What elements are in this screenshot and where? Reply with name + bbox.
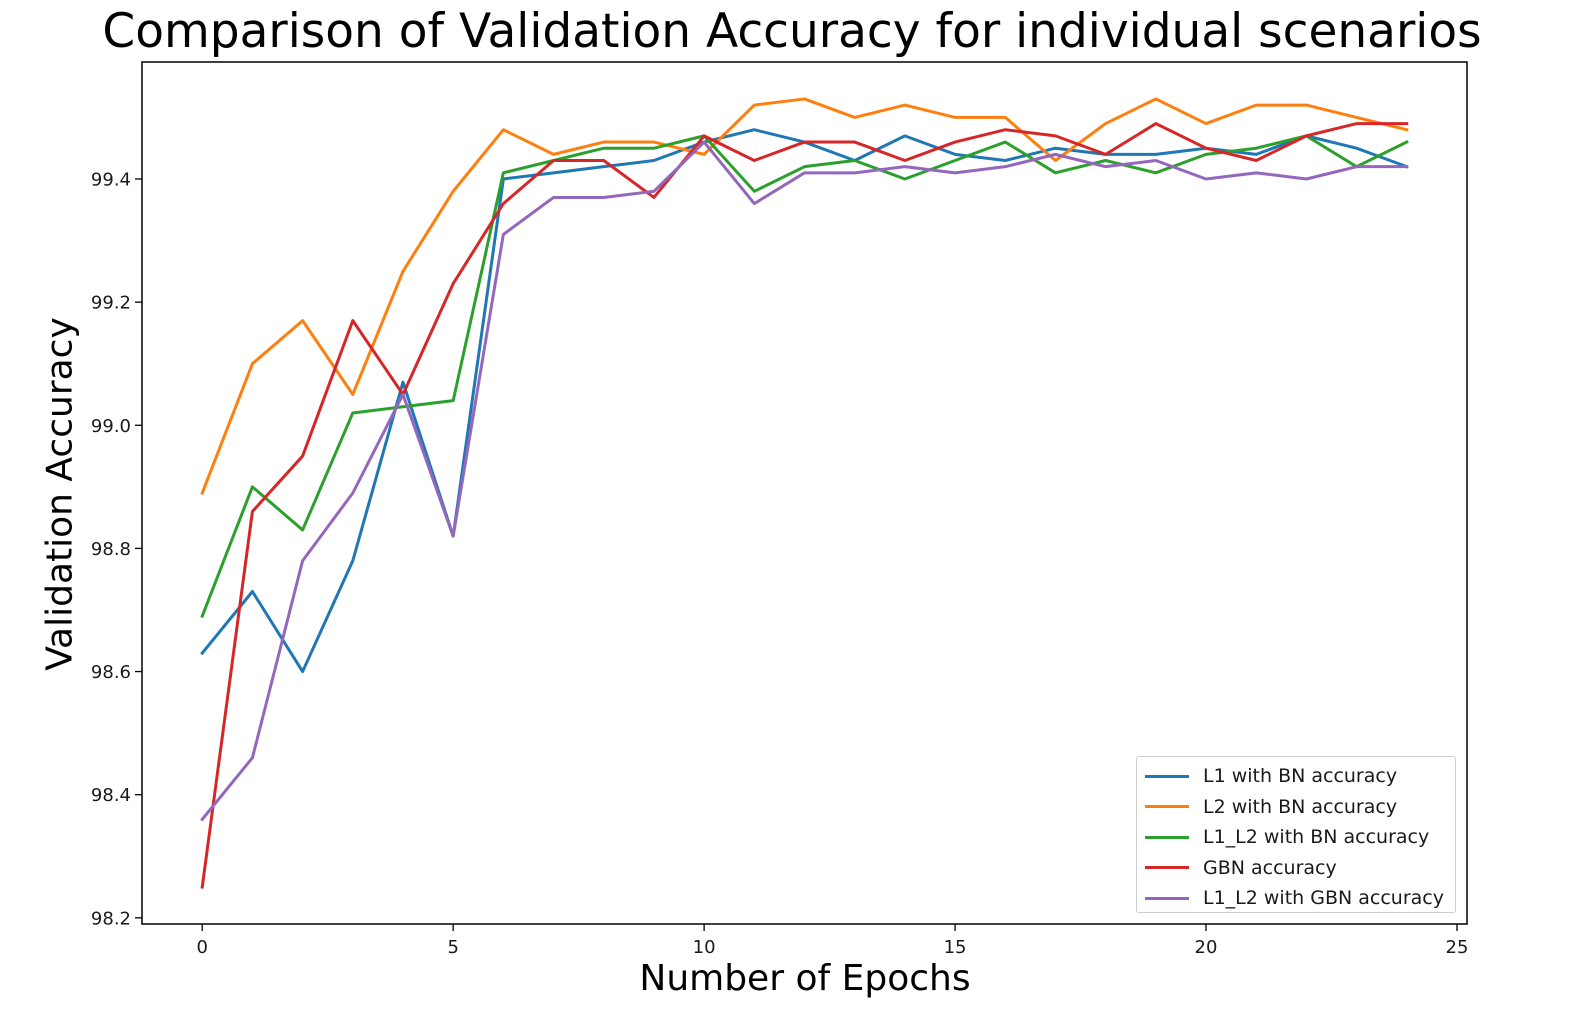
y-tick-label: 98.4 [91, 785, 131, 806]
legend-item: GBN accuracy [1137, 853, 1455, 884]
legend-label: L1_L2 with BN accuracy [1203, 826, 1430, 849]
series-line-3 [200, 134, 1409, 619]
y-tick-label: 98.8 [91, 539, 131, 560]
legend-label: L1_L2 with GBN accuracy [1203, 887, 1444, 910]
y-tick-label: 98.6 [91, 662, 131, 683]
y-tick-label: 99.2 [91, 293, 131, 314]
legend-swatch [1145, 835, 1189, 839]
x-tick-label: 0 [197, 937, 208, 958]
y-tick-label: 99.0 [91, 416, 131, 437]
legend-item: L1_L2 with BN accuracy [1137, 822, 1455, 853]
legend: L1 with BN accuracy L2 with BN accuracy L1… [1136, 756, 1456, 913]
legend-swatch [1145, 866, 1189, 870]
series-line-1 [200, 128, 1409, 674]
legend-item: L1_L2 with GBN accuracy [1137, 883, 1455, 914]
y-tick-label: 98.2 [91, 908, 131, 929]
legend-label: L1 with BN accuracy [1203, 765, 1398, 788]
x-tick-label: 25 [1446, 937, 1469, 958]
series-line-2 [200, 97, 1409, 495]
legend-swatch [1145, 774, 1189, 778]
x-tick-label: 15 [944, 937, 967, 958]
series-layer [200, 97, 1409, 889]
plot-frame [141, 61, 1468, 925]
legend-swatch [1145, 896, 1189, 900]
x-tick-label: 10 [693, 937, 716, 958]
legend-item: L2 with BN accuracy [1137, 792, 1455, 823]
axes-layer: 0 5 10 15 20 25 98.2 98.4 98.6 98.8 99.0 99.2 99.4 [91, 61, 1469, 958]
x-tick-label: 5 [447, 937, 458, 958]
legend-label: L2 with BN accuracy [1203, 795, 1398, 818]
legend-item: L1 with BN accuracy [1137, 761, 1455, 792]
y-axis-label: Validation Accuracy [39, 317, 81, 671]
x-axis-label: Number of Epochs [639, 958, 971, 999]
y-tick-label: 99.4 [91, 169, 131, 190]
series-line-5 [200, 140, 1409, 822]
x-tick-label: 20 [1195, 937, 1218, 958]
legend-swatch [1145, 805, 1189, 809]
chart-title: Comparison of Validation Accuracy for in… [102, 4, 1482, 59]
legend-label: GBN accuracy [1203, 856, 1337, 879]
